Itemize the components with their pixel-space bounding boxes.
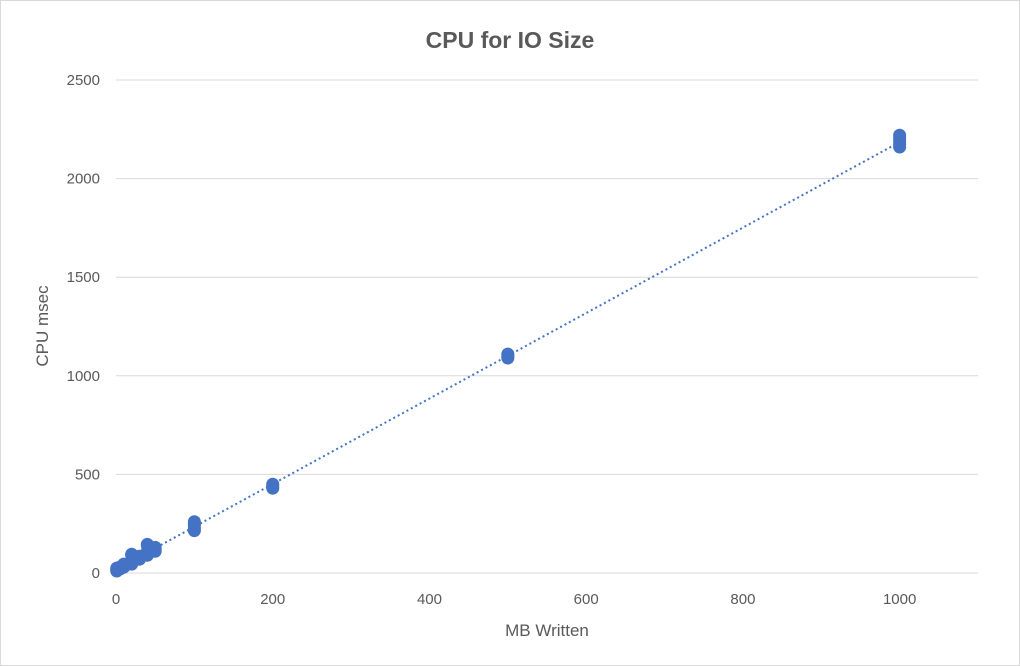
data-points xyxy=(110,128,907,578)
x-tick-label: 800 xyxy=(730,591,755,608)
data-point-22 xyxy=(148,540,162,554)
y-axis-ticks: 0 500 1000 1500 2000 2500 xyxy=(67,72,100,582)
y-tick-label: 2000 xyxy=(67,171,100,188)
gridlines xyxy=(116,79,978,574)
x-tick-label: 400 xyxy=(417,591,442,608)
data-point-27 xyxy=(187,515,201,529)
y-tick-label: 500 xyxy=(75,466,100,483)
y-axis-label: CPU msec xyxy=(33,285,52,367)
y-tick-label: 0 xyxy=(92,565,100,582)
x-axis-label: MB Written xyxy=(505,621,589,640)
data-point-38 xyxy=(893,128,907,142)
data-point-30 xyxy=(266,477,280,491)
y-tick-label: 1000 xyxy=(67,368,100,385)
x-tick-label: 200 xyxy=(260,591,285,608)
x-tick-label: 1000 xyxy=(883,591,916,608)
data-point-33 xyxy=(501,347,515,361)
chart-title: CPU for IO Size xyxy=(426,27,595,53)
x-tick-label: 600 xyxy=(574,591,599,608)
y-tick-label: 2500 xyxy=(67,72,100,89)
y-tick-label: 1500 xyxy=(67,269,100,286)
x-tick-label: 0 xyxy=(112,591,120,608)
x-axis-ticks: 0 200 400 600 800 1000 xyxy=(112,591,916,608)
